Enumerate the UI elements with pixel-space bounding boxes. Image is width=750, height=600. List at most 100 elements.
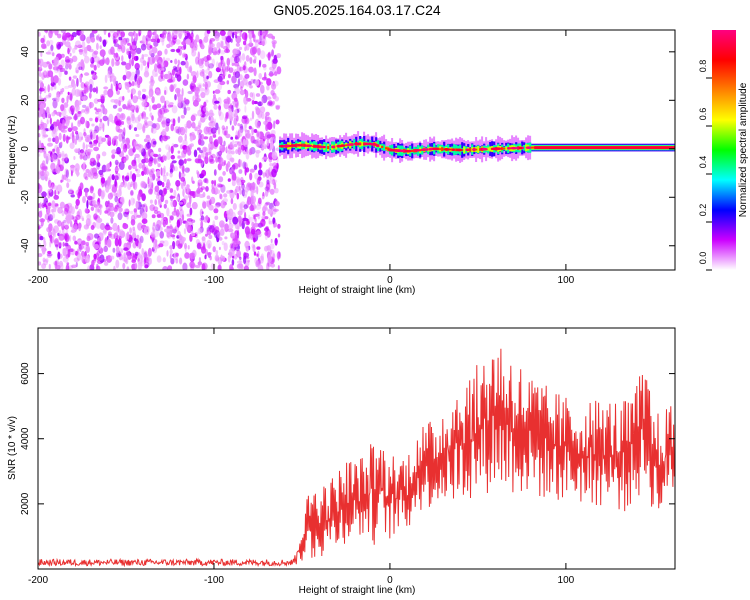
- noise-speckle: [114, 175, 119, 181]
- noise-speckle: [101, 164, 107, 173]
- noise-speckle: [44, 30, 48, 33]
- noise-speckle: [135, 168, 138, 172]
- noise-speckle: [48, 92, 52, 98]
- noise-speckle: [98, 232, 104, 242]
- noise-speckle: [277, 252, 280, 261]
- noise-speckle: [86, 235, 91, 242]
- noise-speckle: [131, 51, 137, 56]
- noise-speckle: [266, 179, 270, 185]
- noise-speckle: [170, 123, 175, 132]
- noise-speckle: [269, 163, 274, 167]
- noise-speckle: [209, 135, 213, 145]
- noise-speckle: [58, 64, 63, 70]
- noise-speckle: [249, 38, 252, 45]
- noise-speckle: [191, 232, 196, 237]
- signal-cell: [503, 147, 506, 150]
- noise-speckle: [264, 186, 270, 191]
- noise-speckle: [103, 30, 107, 36]
- noise-speckle: [121, 30, 124, 33]
- noise-speckle: [189, 195, 192, 205]
- noise-speckle: [197, 171, 200, 179]
- noise-speckle: [131, 139, 137, 148]
- noise-speckle: [208, 143, 212, 148]
- noise-speckle: [76, 239, 83, 243]
- noise-speckle: [166, 43, 171, 49]
- noise-speckle: [198, 194, 205, 198]
- noise-speckle: [85, 105, 90, 113]
- snr-panel: -200 -100 0 100 2000 4000 6000 Height of stra…: [7, 327, 676, 596]
- noise-speckle: [244, 105, 247, 113]
- signal-peak: [346, 143, 354, 146]
- noise-speckle: [118, 133, 123, 142]
- noise-speckle: [181, 87, 184, 97]
- noise-speckle: [257, 211, 261, 220]
- noise-speckle: [256, 186, 259, 195]
- noise-speckle: [72, 83, 77, 89]
- noise-speckle: [137, 90, 142, 97]
- noise-speckle: [180, 100, 187, 109]
- noise-speckle: [42, 128, 46, 136]
- signal-cell: [505, 146, 508, 151]
- noise-speckle: [263, 120, 269, 125]
- noise-speckle: [193, 46, 198, 51]
- noise-speckle: [151, 96, 155, 104]
- noise-speckle: [115, 80, 119, 85]
- noise-speckle: [220, 223, 225, 230]
- noise-speckle: [150, 128, 157, 134]
- noise-speckle: [174, 94, 177, 101]
- noise-speckle: [39, 108, 44, 115]
- noise-speckle: [99, 118, 103, 123]
- signal-peak: [490, 147, 499, 151]
- signal-peak: [456, 148, 464, 152]
- noise-speckle: [219, 193, 223, 200]
- colorbar-tick-label: 0.6: [698, 108, 708, 121]
- noise-speckle: [130, 252, 135, 257]
- noise-speckle: [254, 257, 259, 265]
- noise-speckle: [161, 155, 165, 161]
- noise-speckle: [217, 136, 223, 144]
- noise-speckle: [150, 168, 155, 174]
- noise-speckle: [94, 117, 99, 123]
- noise-speckle: [209, 255, 212, 261]
- spectrogram-x-tick-label: 0: [387, 275, 393, 286]
- noise-speckle: [149, 83, 153, 93]
- snr-y-tick-label: 6000: [20, 362, 31, 385]
- noise-speckle: [237, 123, 241, 127]
- noise-speckle: [49, 117, 53, 125]
- noise-speckle: [152, 68, 158, 77]
- signal-peak: [413, 149, 421, 152]
- noise-speckle: [247, 233, 252, 241]
- colorbar-tick-label: 0.2: [698, 204, 708, 217]
- noise-speckle: [132, 95, 139, 104]
- spectrogram-x-ticks: -200 -100 0 100: [28, 30, 575, 286]
- noise-speckle: [86, 199, 89, 209]
- noise-speckle: [197, 179, 203, 187]
- noise-speckle: [227, 30, 233, 38]
- noise-speckle: [137, 258, 140, 262]
- noise-speckle: [75, 261, 78, 268]
- noise-speckle: [224, 48, 231, 54]
- noise-speckle: [245, 167, 250, 173]
- noise-speckle: [141, 182, 148, 188]
- noise-speckle: [236, 192, 240, 200]
- noise-speckle: [122, 74, 127, 81]
- noise-speckle: [187, 90, 193, 95]
- noise-speckle: [144, 66, 149, 75]
- noise-speckle: [261, 143, 267, 150]
- noise-speckle: [256, 253, 259, 257]
- noise-speckle: [157, 244, 160, 249]
- noise-speckle: [229, 103, 232, 113]
- signal-peak: [507, 147, 511, 150]
- noise-speckle: [135, 200, 139, 210]
- noise-speckle: [236, 64, 241, 74]
- noise-speckle: [141, 248, 144, 255]
- noise-speckle: [163, 60, 169, 68]
- noise-speckle: [267, 262, 272, 267]
- noise-speckle: [38, 171, 41, 180]
- noise-speckle: [39, 201, 42, 210]
- signal-cell: [441, 147, 444, 152]
- noise-speckle: [235, 42, 240, 47]
- noise-speckle: [47, 190, 51, 199]
- noise-speckle: [234, 71, 240, 79]
- noise-speckle: [164, 48, 168, 55]
